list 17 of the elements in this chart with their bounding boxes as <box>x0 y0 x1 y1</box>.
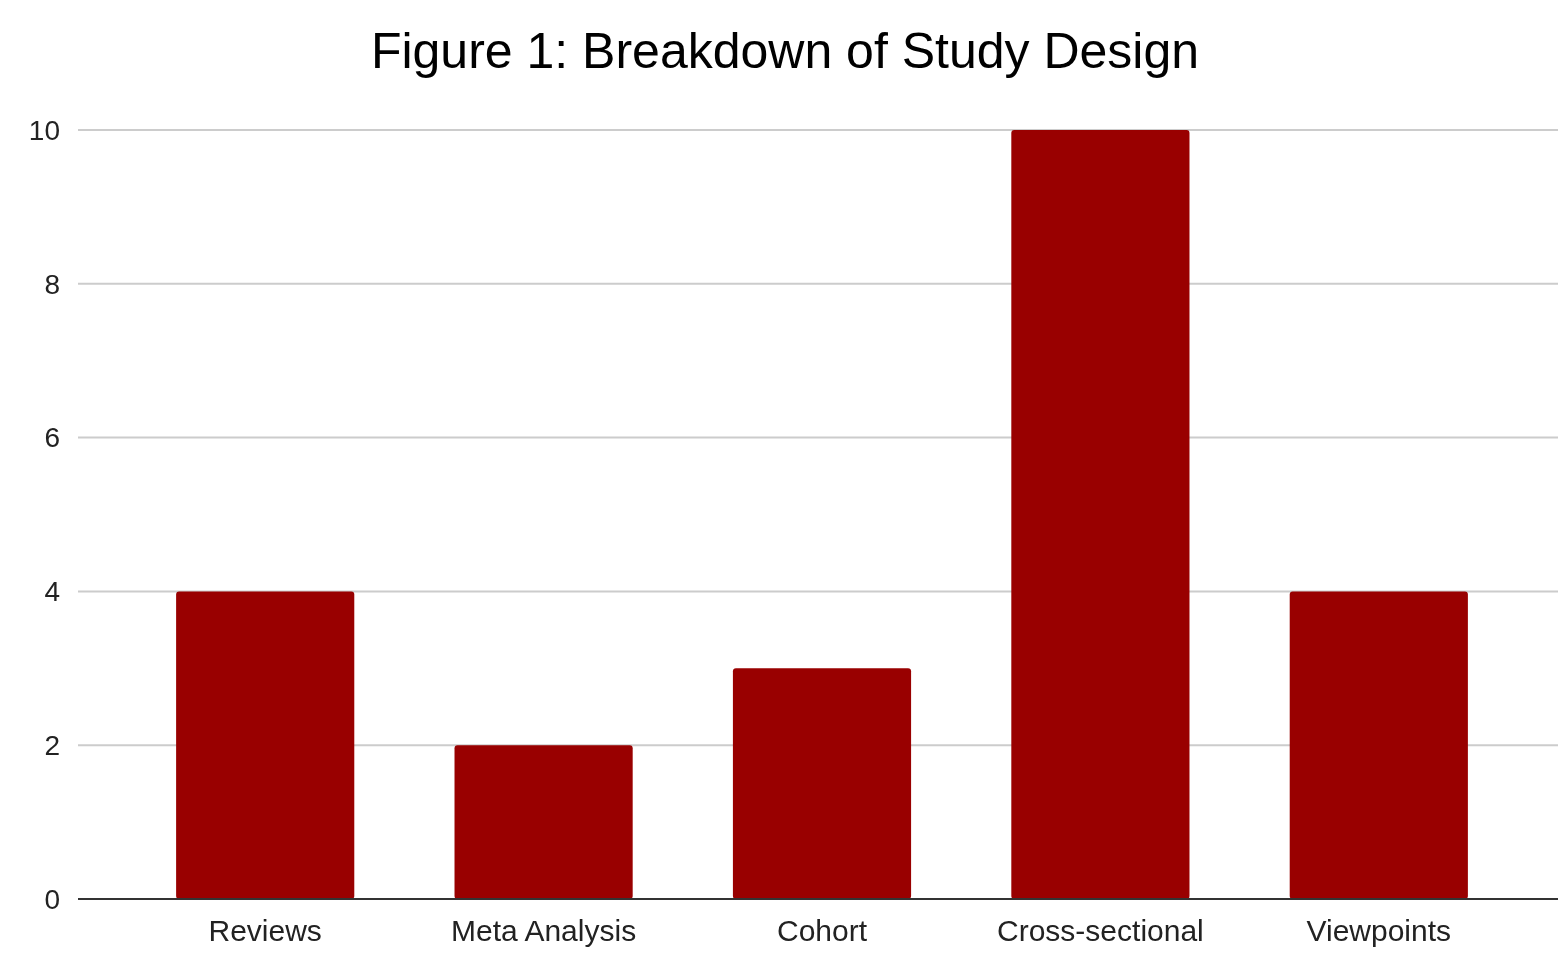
x-tick-label: Reviews <box>208 914 322 947</box>
x-tick-label: Meta Analysis <box>451 914 637 947</box>
bar <box>454 745 633 899</box>
bar <box>1289 591 1468 899</box>
bar <box>1011 130 1190 899</box>
y-tick-label: 4 <box>44 576 60 608</box>
y-tick-label: 2 <box>44 730 60 761</box>
x-tick-label: Cross-sectional <box>997 914 1204 947</box>
y-tick-label: 8 <box>44 268 60 300</box>
y-tick-label: 6 <box>44 422 60 454</box>
y-tick-label: 10 <box>28 114 60 146</box>
bar <box>176 591 355 899</box>
chart-title: Figure 1: Breakdown of Study Design <box>370 23 1200 79</box>
x-tick-label: Viewpoints <box>1306 914 1452 947</box>
bar <box>732 668 912 899</box>
y-tick-label: 0 <box>44 883 60 915</box>
x-tick-label: Cohort <box>776 914 868 947</box>
